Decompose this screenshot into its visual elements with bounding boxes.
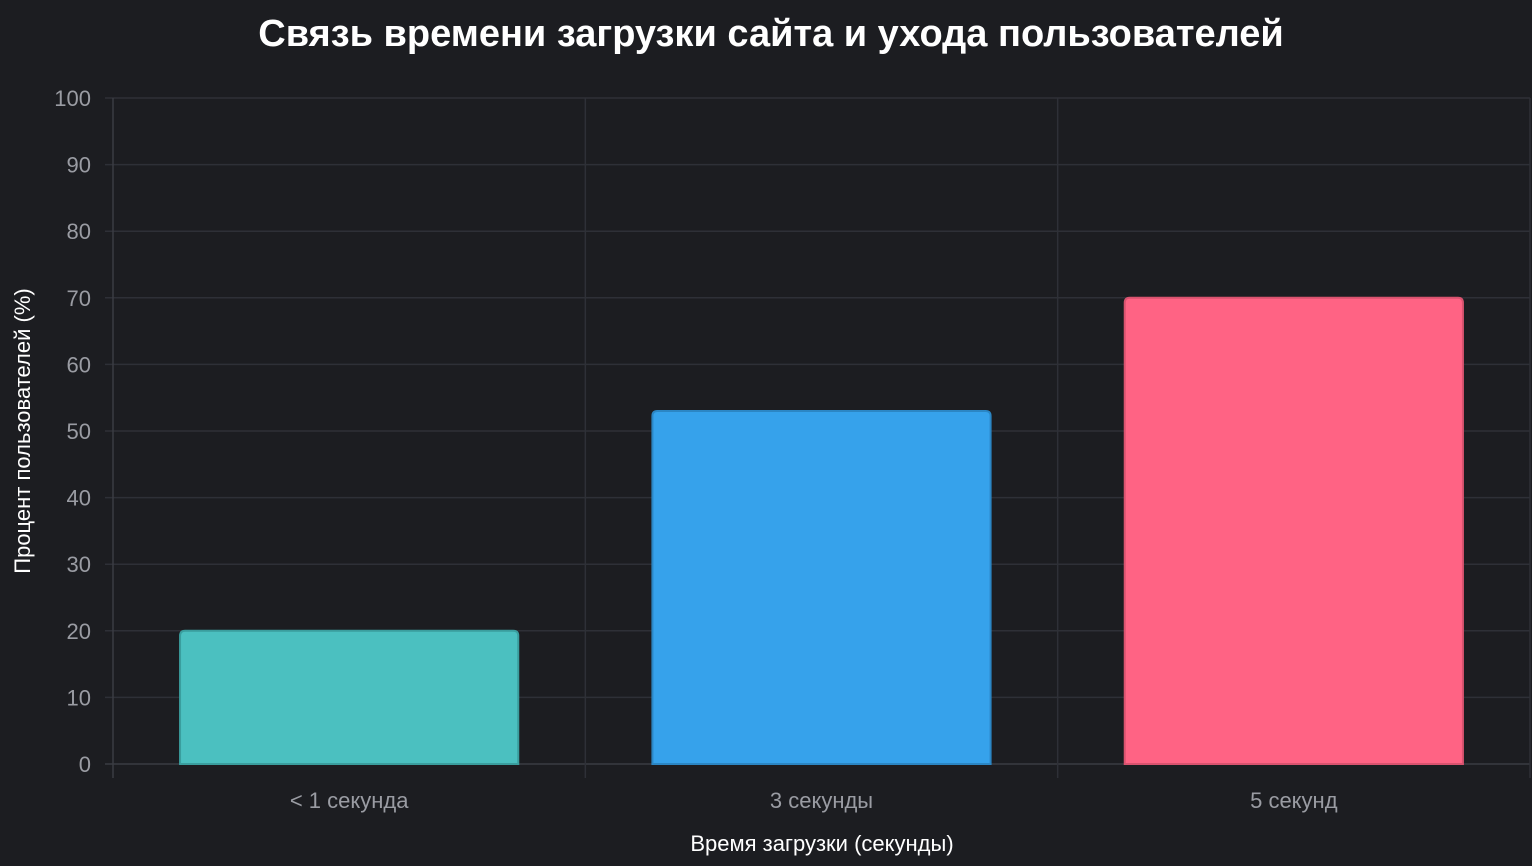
y-tick-label: 90	[67, 153, 91, 178]
x-axis-ticks: < 1 секунда 3 секунды 5 секунд	[290, 788, 1338, 813]
y-axis-ticks: 0 10 20 30 40 50 60 70 80 90 100	[54, 86, 91, 777]
y-tick-label: 30	[67, 552, 91, 577]
bars	[179, 296, 1464, 765]
bar[interactable]	[179, 629, 520, 765]
bar[interactable]	[651, 410, 992, 765]
y-tick-label: 100	[54, 86, 91, 111]
y-tick-label: 0	[79, 752, 91, 777]
y-tick-label: 60	[67, 352, 91, 377]
bar[interactable]	[1123, 296, 1464, 765]
x-tick-label: < 1 секунда	[290, 788, 409, 813]
chart-title: Связь времени загрузки сайта и ухода пол…	[258, 13, 1283, 55]
y-tick-label: 20	[67, 619, 91, 644]
y-tick-label: 70	[67, 286, 91, 311]
x-tick-label: 5 секунд	[1250, 788, 1338, 813]
y-tick-label: 80	[67, 219, 91, 244]
x-tick-label: 3 секунды	[770, 788, 873, 813]
y-tick-label: 10	[67, 685, 91, 710]
y-tick-label: 40	[67, 486, 91, 511]
y-axis-label: Процент пользователей (%)	[10, 288, 35, 573]
y-tick-label: 50	[67, 419, 91, 444]
x-axis-label: Время загрузки (секунды)	[690, 831, 953, 856]
